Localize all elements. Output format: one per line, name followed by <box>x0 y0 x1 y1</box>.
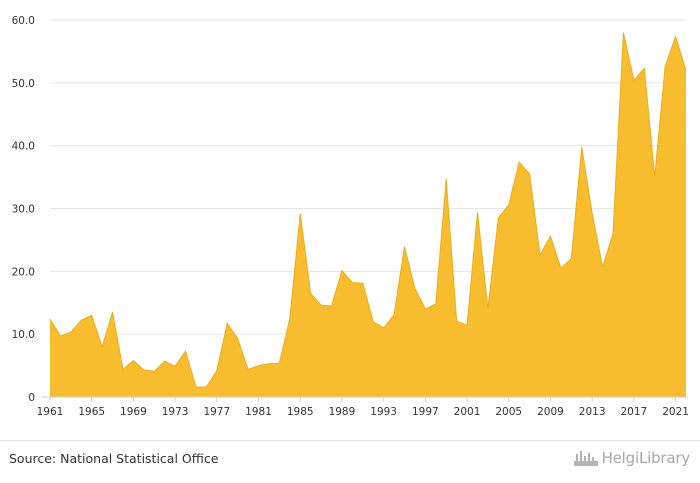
y-tick-label: 30.0 <box>12 204 35 216</box>
x-tick-label: 1973 <box>162 406 189 418</box>
y-tick-label: 20.0 <box>12 266 35 278</box>
x-tick-label: 1989 <box>329 406 356 418</box>
x-tick-label: 2001 <box>454 406 481 418</box>
logo-text: HelgiLibrary <box>601 449 691 467</box>
x-tick-label: 1985 <box>287 406 314 418</box>
x-tick-label: 1981 <box>245 406 272 418</box>
area-series-line <box>49 32 687 388</box>
x-tick-label: 2017 <box>621 406 648 418</box>
area-chart: 0 10.0 20.0 30.0 40.0 50.0 60.0 1961 1965 1969 197… <box>12 15 689 418</box>
x-tick-label: 2013 <box>579 406 606 418</box>
x-tick-label: 1969 <box>120 406 147 418</box>
x-tick-label: 1961 <box>37 406 64 418</box>
x-tick-label: 2005 <box>495 406 522 418</box>
x-tick-label: 1965 <box>78 406 105 418</box>
x-tick-label: 1997 <box>412 406 439 418</box>
y-tick-label: 40.0 <box>12 141 35 153</box>
area-series <box>50 32 686 397</box>
x-tick-label: 2009 <box>537 406 564 418</box>
y-tick-label: 50.0 <box>12 78 35 90</box>
x-tick-label: 2021 <box>662 406 689 418</box>
footer-divider <box>0 440 700 441</box>
y-tick-label: 10.0 <box>12 329 35 341</box>
y-tick-label: 0 <box>28 392 35 404</box>
factory-bars-icon <box>573 451 598 466</box>
source-note: Source: National Statistical Office <box>9 451 219 466</box>
helgilibrary-logo[interactable]: HelgiLibrary <box>573 449 691 467</box>
x-tick-label: 1977 <box>203 406 230 418</box>
x-tick-label: 1993 <box>370 406 397 418</box>
y-tick-label: 60.0 <box>12 15 35 27</box>
